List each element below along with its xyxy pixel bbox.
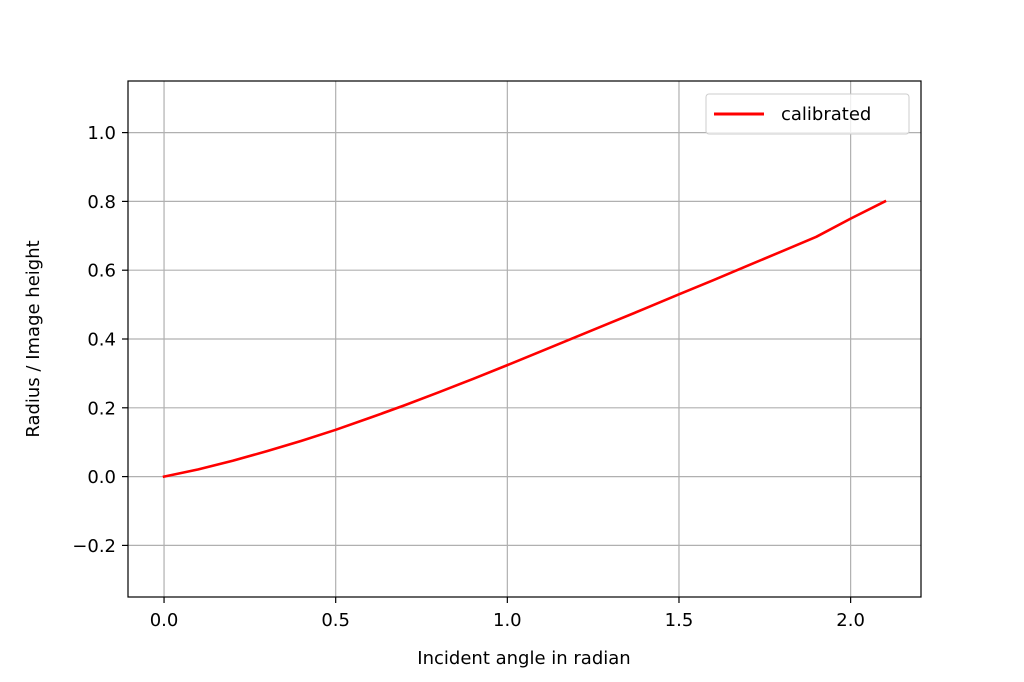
x-axis-title: Incident angle in radian xyxy=(417,648,630,669)
legend: calibrated xyxy=(705,93,910,135)
y-axis-title: Radius / Image height xyxy=(23,240,44,437)
y-tick-label: 0.4 xyxy=(87,330,116,351)
x-tick-label: 0.5 xyxy=(321,610,350,631)
legend-box xyxy=(705,93,910,135)
y-tick-label: 1.0 xyxy=(87,123,116,144)
x-tick-label: 2.0 xyxy=(836,610,865,631)
series-layer xyxy=(162,199,887,479)
y-tick-label: 0.2 xyxy=(87,398,116,419)
y-tick-label: −0.2 xyxy=(72,536,116,557)
y-tick-label: 0.6 xyxy=(87,261,116,282)
legend-label-calibrated: calibrated xyxy=(781,104,871,125)
grid-lines xyxy=(128,81,921,597)
x-tick-label: 0.0 xyxy=(150,610,179,631)
ticks: 0.0 0.5 1.0 1.5 2.0 −0.2 0.0 0.2 0.4 0.6 0.8 1.0 xyxy=(72,123,865,631)
y-tick-label: 0.8 xyxy=(87,192,116,213)
y-tick-label: 0.0 xyxy=(87,467,116,488)
series-line-calibrated xyxy=(162,199,887,479)
x-tick-label: 1.5 xyxy=(665,610,694,631)
x-tick-label: 1.0 xyxy=(493,610,522,631)
